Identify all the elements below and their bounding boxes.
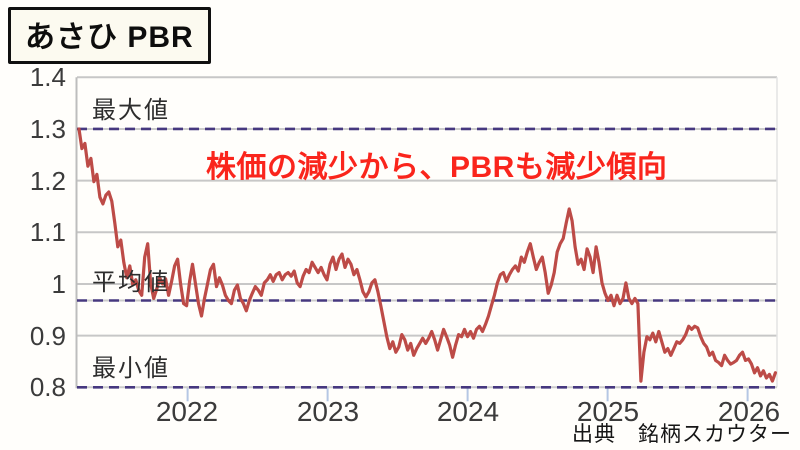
avg-line-label: 平均値 — [92, 269, 170, 296]
max-line-label: 最大値 — [92, 97, 170, 124]
y-tick-label-0-9: 0.9 — [29, 321, 66, 351]
y-tick-label-1-4: 1.4 — [29, 62, 66, 92]
pbr-series-line — [77, 127, 778, 383]
x-tick-label-2022: 2022 — [155, 396, 219, 427]
chart-title-box: あさひ PBR — [8, 7, 211, 64]
x-tick-label-2025: 2025 — [576, 396, 640, 427]
source-credit: 出典 銘柄スカウター — [572, 423, 792, 446]
y-tick-label-1-2: 1.2 — [29, 166, 66, 196]
x-tick-label-2023: 2023 — [296, 396, 360, 427]
x-tick-label-2026: 2026 — [717, 396, 781, 427]
min-line-label: 最小値 — [92, 355, 170, 382]
trend-annotation: 株価の減少から、PBRも減少傾向 — [206, 151, 668, 184]
y-tick-label-1-3: 1.3 — [29, 114, 66, 144]
y-tick-label-0-8: 0.8 — [29, 372, 66, 402]
y-tick-label-1-0: 1 — [51, 269, 66, 299]
x-tick-label-2024: 2024 — [436, 396, 500, 427]
y-tick-label-1-1: 1.1 — [29, 217, 66, 247]
chart-title: あさひ PBR — [25, 21, 194, 54]
